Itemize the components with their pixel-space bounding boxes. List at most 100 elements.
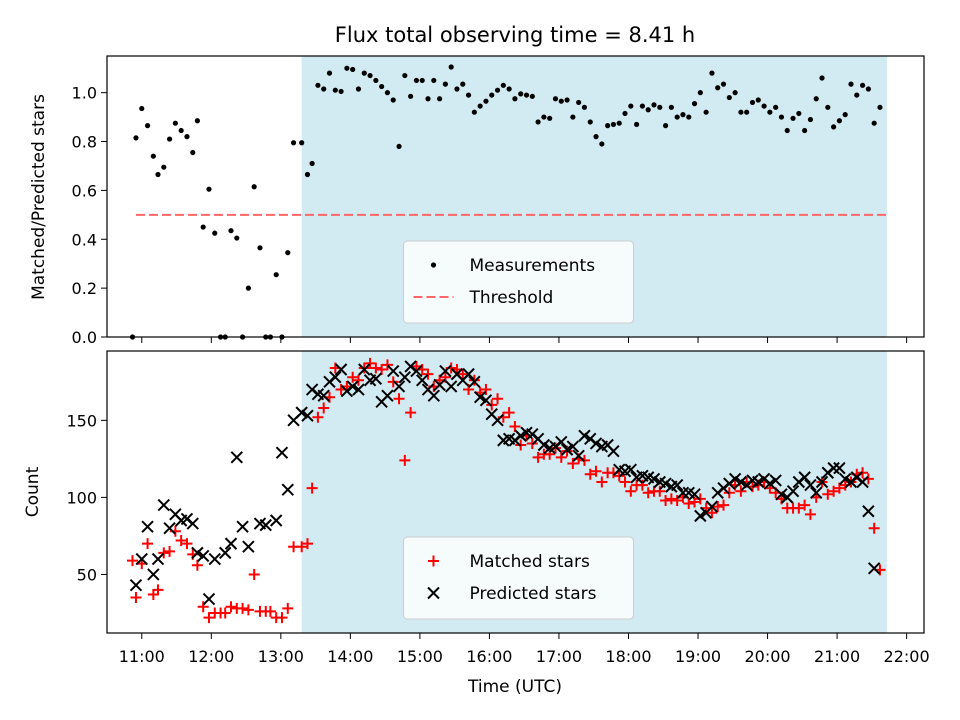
measurement-point [778, 114, 785, 120]
predicted-star-point [141, 520, 154, 533]
measurement-point [836, 118, 843, 124]
predicted-star-point [815, 475, 829, 489]
matched-star-point [225, 601, 237, 613]
predicted-star-point [329, 370, 342, 384]
matched-star-point [868, 522, 880, 534]
matched-star-point [804, 508, 816, 520]
matched-star-point [282, 602, 294, 614]
predicted-star-point [301, 409, 314, 422]
measurement-point [326, 70, 333, 76]
measurement-point [518, 91, 524, 97]
y-tick-label: 100 [66, 488, 97, 507]
predicted-star-point [468, 375, 481, 389]
matched-star-point [544, 448, 556, 460]
measurement-point [634, 121, 640, 128]
measurement-point [529, 93, 535, 99]
x-tick-label: 19:00 [675, 647, 721, 666]
legend-dot-swatch [430, 262, 437, 268]
measurement-point [715, 85, 721, 91]
matched-star-point [203, 612, 215, 624]
predicted-star-point [752, 475, 765, 489]
measurement-point [373, 77, 379, 84]
x-tick-label: 11:00 [119, 647, 165, 666]
predicted-star-point [416, 374, 429, 387]
measurement-point [674, 114, 680, 120]
y-tick-label: 0.0 [72, 328, 97, 347]
matched-star-point [660, 494, 672, 506]
measurement-point [442, 81, 448, 87]
matched-star-point [642, 487, 654, 499]
predicted-star-point [269, 514, 283, 527]
predicted-star-point [295, 406, 308, 419]
matched-star-point [833, 482, 845, 494]
matched-star-point [318, 402, 330, 414]
legend-box [403, 536, 634, 620]
measurement-point [431, 77, 437, 84]
matched-star-point [364, 357, 376, 369]
measurement-point [494, 87, 501, 93]
predicted-star-point [833, 461, 846, 475]
legend-label: Threshold [469, 288, 554, 308]
x-tick-label: 20:00 [744, 647, 790, 666]
chart-title: Flux total observing time = 8.41 h [335, 23, 695, 47]
measurement-point [593, 134, 599, 140]
measurement-point [819, 75, 825, 81]
measurement-point [668, 104, 674, 110]
axes-frame [106, 350, 925, 634]
matched-star-point [671, 494, 683, 506]
predicted-star-point [157, 498, 170, 512]
measurement-point [535, 119, 541, 125]
predicted-star-point [135, 552, 148, 566]
matched-star-point [358, 362, 370, 374]
measurement-point [680, 112, 686, 118]
matched-star-point [242, 604, 254, 616]
measurement-point [332, 87, 338, 93]
predicted-star-point [147, 568, 160, 581]
predicted-star-point [694, 509, 707, 523]
matched-star-point [463, 384, 475, 396]
measurement-point [813, 96, 819, 102]
matched-star-point [142, 538, 154, 550]
measurement-point [367, 72, 373, 79]
matched-star-point [219, 607, 231, 619]
matched-star-point [706, 507, 718, 519]
measurement-point [350, 66, 356, 73]
measurement-point [454, 86, 460, 92]
predicted-star-point [810, 486, 823, 499]
measurement-point [290, 140, 297, 146]
predicted-star-point [566, 440, 580, 453]
measurement-point [558, 98, 564, 104]
y-tick-label: 1.0 [72, 84, 97, 103]
matched-star-point [596, 476, 608, 488]
measurement-point [425, 96, 431, 102]
measurement-point [657, 104, 663, 110]
x-tick-label: 14:00 [327, 647, 373, 666]
measurement-point [161, 164, 167, 170]
matched-star-point [422, 368, 434, 380]
matched-star-point [503, 407, 515, 419]
measurement-point [587, 119, 593, 125]
measurement-point [628, 103, 634, 109]
measurement-point [767, 109, 773, 115]
measurement-point [552, 96, 559, 102]
measurement-point [720, 81, 727, 87]
measurement-point [686, 114, 692, 120]
predicted-star-point [317, 389, 330, 402]
measurement-point [599, 141, 605, 147]
matched-star-point [264, 605, 276, 617]
x-tick-label: 22:00 [884, 647, 930, 666]
y-tick-label: 0.6 [72, 181, 97, 200]
matched-star-point [457, 368, 469, 380]
measurement-point [616, 120, 622, 126]
predicted-star-point [676, 486, 690, 499]
measurement-point [709, 70, 715, 76]
matched-star-point [654, 485, 666, 497]
predicted-star-point [346, 380, 359, 393]
matched-star-point [625, 485, 637, 497]
matched-star-point [237, 602, 249, 614]
measurement-point [471, 109, 477, 115]
matched-star-point [590, 465, 602, 477]
measurement-point [500, 82, 506, 88]
predicted-star-point [208, 552, 221, 566]
